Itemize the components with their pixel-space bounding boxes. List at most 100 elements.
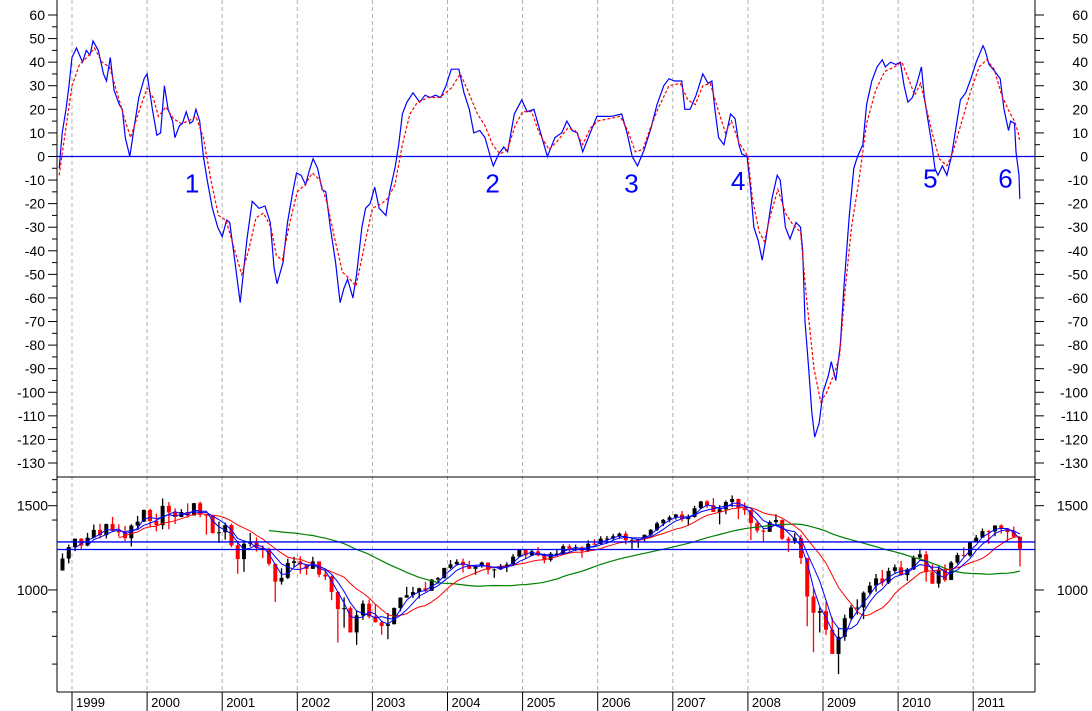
price-candle	[66, 544, 71, 564]
year-label: 2002	[301, 695, 330, 710]
candle-body	[404, 595, 409, 598]
candle-body	[786, 538, 791, 541]
crossing-annotation: 6	[998, 164, 1012, 194]
price-candle	[166, 501, 171, 530]
y-tick-label-right: -110	[1061, 408, 1088, 424]
candle-body	[98, 529, 103, 536]
candle-body	[617, 533, 622, 537]
candle-body	[435, 578, 440, 580]
candle-body	[554, 553, 559, 555]
candle-body	[930, 572, 935, 584]
price-candle	[992, 525, 997, 537]
price-candle	[742, 502, 747, 515]
year-label: 2010	[902, 695, 931, 710]
candle-body	[204, 514, 209, 516]
price-candle	[60, 553, 65, 571]
year-label: 1999	[76, 695, 105, 710]
candle-body	[642, 534, 647, 540]
y-tick-label-left: -10	[25, 172, 45, 188]
price-candle	[461, 558, 466, 573]
candle-body	[335, 592, 340, 610]
candle-body	[705, 501, 710, 506]
y-tick-label-right: -100	[1060, 384, 1088, 400]
price-candle	[210, 515, 215, 534]
candle-body	[517, 549, 522, 557]
candle-body	[523, 549, 528, 556]
candle-body	[373, 616, 378, 623]
crossing-annotation: 2	[485, 168, 499, 198]
price-candle	[805, 557, 810, 627]
price-candle	[780, 519, 785, 540]
y-tick-label-left: 30	[29, 78, 45, 94]
candle-body	[173, 512, 178, 517]
price-candle	[229, 523, 234, 548]
candle-body	[148, 510, 153, 521]
candle-body	[892, 567, 897, 571]
y-tick-label-right: -30	[1068, 219, 1088, 235]
candle-body	[811, 596, 816, 613]
y-tick-label-left: -60	[25, 290, 45, 306]
candle-body	[861, 592, 866, 608]
candle-body	[354, 615, 359, 633]
year-label: 2006	[602, 695, 631, 710]
candle-body	[748, 510, 753, 524]
candle-body	[267, 550, 272, 564]
candle-body	[367, 603, 372, 617]
candle-body	[123, 532, 128, 539]
candle-body	[542, 555, 547, 560]
y-tick-label-right: -130	[1060, 455, 1088, 471]
y-tick-label-left: -90	[25, 361, 45, 377]
crossing-annotation: 5	[923, 164, 937, 194]
candle-body	[323, 574, 328, 577]
price-candle	[216, 521, 221, 543]
y-tick-label-right: 60	[1072, 7, 1088, 23]
price-candle	[711, 498, 716, 513]
price-candle	[379, 620, 384, 635]
candle-body	[736, 499, 741, 509]
candle-body	[292, 561, 297, 563]
y-tick-label-right: 20	[1072, 101, 1088, 117]
price-candle	[736, 498, 741, 520]
candle-body	[917, 554, 922, 558]
candle-body	[955, 555, 960, 563]
candle-body	[974, 537, 979, 543]
price-candle	[517, 549, 522, 557]
price-candle	[698, 500, 703, 510]
year-label: 2008	[752, 695, 781, 710]
price-candle	[273, 563, 278, 602]
price-candle	[917, 548, 922, 560]
candle-body	[867, 585, 872, 593]
candle-body	[529, 551, 534, 556]
candle-body	[511, 556, 516, 565]
y-tick-label-right: 10	[1072, 125, 1088, 141]
price-candle	[999, 524, 1004, 534]
candle-body	[655, 523, 660, 530]
y-tick-label-left: -40	[25, 243, 45, 259]
y-tick-label-right: 40	[1072, 54, 1088, 70]
candle-body	[198, 503, 203, 515]
candle-body	[216, 532, 221, 534]
candle-body	[567, 546, 572, 549]
price-tick-label-left: 1500	[17, 498, 48, 514]
price-candle	[198, 501, 203, 518]
candle-body	[229, 525, 234, 546]
candle-body	[191, 503, 196, 516]
price-tick-label-right: 1000	[1057, 582, 1088, 598]
price-candle	[191, 502, 196, 516]
candle-body	[742, 508, 747, 511]
candle-body	[798, 538, 803, 559]
candle-body	[629, 540, 634, 542]
candle-body	[448, 564, 453, 568]
price-candle	[135, 515, 140, 529]
candle-body	[467, 565, 472, 569]
candle-body	[1005, 528, 1010, 533]
candle-body	[454, 561, 459, 565]
price-candle	[817, 607, 822, 633]
price-candle	[680, 511, 685, 522]
candle-body	[241, 543, 246, 560]
y-tick-label-left: 40	[29, 54, 45, 70]
candle-body	[73, 538, 78, 548]
price-candle	[529, 549, 534, 556]
price-candle	[223, 522, 228, 540]
